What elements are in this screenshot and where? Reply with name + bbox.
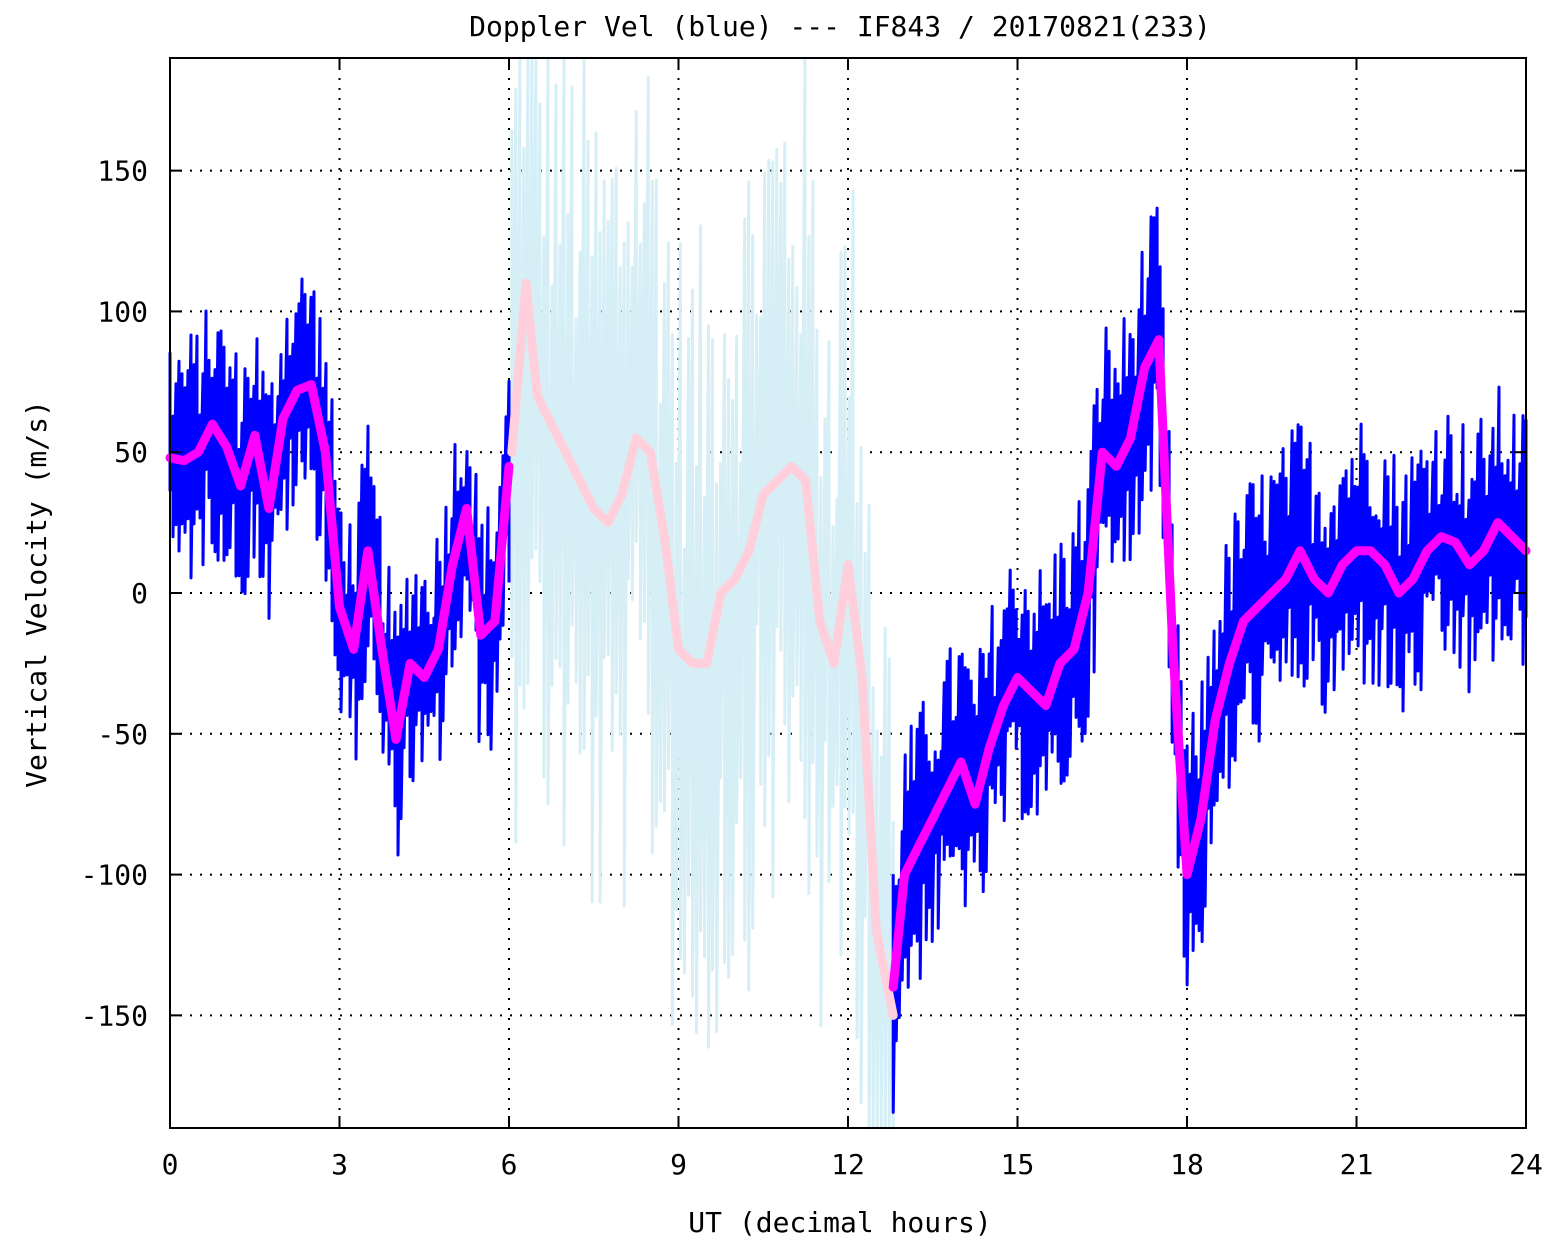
x-tick-label: 15 [1001,1148,1035,1181]
y-tick-label: -100 [81,859,148,892]
x-tick-label: 21 [1340,1148,1374,1181]
smoothed-velocity-line-early [165,380,514,744]
y-tick-label: 100 [97,295,148,328]
y-tick-label: -150 [81,999,148,1032]
y-tick-label: -50 [97,718,148,751]
x-tick-label: 6 [501,1148,518,1181]
x-tick-label: 18 [1170,1148,1204,1181]
tick-labels: 0 3 6 9 12 15 18 21 24 150 100 50 0 -50 -100 -150 [81,155,1543,1181]
x-axis-label: UT (decimal hours) [688,1206,991,1239]
y-tick-label: 150 [97,155,148,188]
smoothed-velocity-line-late [888,335,1531,992]
raw-velocity-flagged-line [510,56,895,1130]
x-tick-label: 12 [831,1148,865,1181]
y-tick-label: 0 [131,577,148,610]
smoothed-velocity-flagged-line [507,278,898,1020]
x-tick-label: 3 [331,1148,348,1181]
y-axis-label: Vertical Velocity (m/s) [20,400,53,788]
axis-ticks [169,58,1527,1128]
x-tick-label: 0 [162,1148,179,1181]
smoothed-velocity-traces [165,278,1531,1020]
x-tick-label: 24 [1509,1148,1543,1181]
x-tick-label: 9 [670,1148,687,1181]
chart-title: Doppler Vel (blue) --- IF843 / 20170821(… [469,10,1211,43]
y-tick-label: 50 [114,436,148,469]
